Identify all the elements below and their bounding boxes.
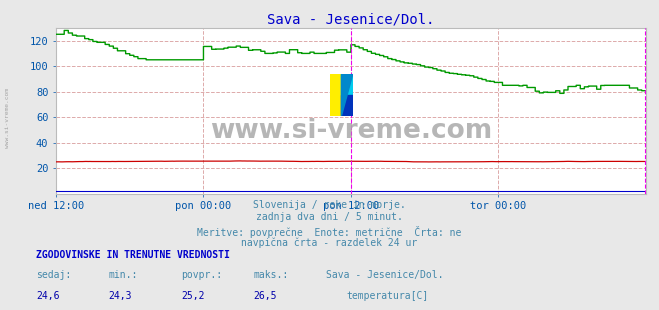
Text: temperatura[C]: temperatura[C] bbox=[346, 291, 428, 301]
Text: ZGODOVINSKE IN TRENUTNE VREDNOSTI: ZGODOVINSKE IN TRENUTNE VREDNOSTI bbox=[36, 250, 230, 259]
Bar bbox=[341, 95, 353, 116]
Text: min.:: min.: bbox=[109, 270, 138, 280]
Text: povpr.:: povpr.: bbox=[181, 270, 222, 280]
Text: 24,3: 24,3 bbox=[109, 291, 132, 301]
Title: Sava - Jesenice/Dol.: Sava - Jesenice/Dol. bbox=[267, 13, 435, 27]
Text: 25,2: 25,2 bbox=[181, 291, 205, 301]
Text: 26,5: 26,5 bbox=[254, 291, 277, 301]
Text: Slovenija / reke in morje.: Slovenija / reke in morje. bbox=[253, 200, 406, 210]
Text: maks.:: maks.: bbox=[254, 270, 289, 280]
Bar bbox=[330, 74, 341, 116]
Text: sedaj:: sedaj: bbox=[36, 270, 71, 280]
Text: Sava - Jesenice/Dol.: Sava - Jesenice/Dol. bbox=[326, 270, 444, 280]
Bar bbox=[341, 74, 353, 95]
Text: www.si-vreme.com: www.si-vreme.com bbox=[210, 118, 492, 144]
Text: zadnja dva dni / 5 minut.: zadnja dva dni / 5 minut. bbox=[256, 212, 403, 222]
Text: navpična črta - razdelek 24 ur: navpična črta - razdelek 24 ur bbox=[241, 237, 418, 248]
Text: Meritve: povprečne  Enote: metrične  Črta: ne: Meritve: povprečne Enote: metrične Črta:… bbox=[197, 226, 462, 238]
Polygon shape bbox=[341, 74, 353, 116]
Text: www.si-vreme.com: www.si-vreme.com bbox=[5, 88, 11, 148]
Text: 24,6: 24,6 bbox=[36, 291, 60, 301]
